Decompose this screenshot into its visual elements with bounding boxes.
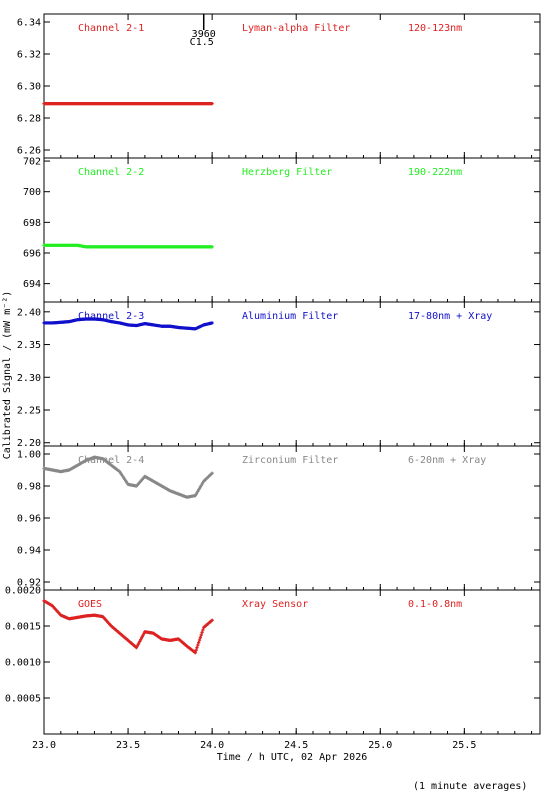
- flare-marker-number: 3960: [192, 29, 216, 40]
- panel-3: 2.20 2.25 2.30 2.35 2.40 Channel 2-3 Aluminium…: [17, 301, 541, 449]
- y-tick-label: 0.98: [17, 482, 41, 493]
- y-tick-label: 2.40: [17, 307, 41, 318]
- data-point: [196, 643, 200, 647]
- y-tick-label: 0.92: [17, 578, 41, 589]
- data-point: [210, 102, 214, 106]
- x-tick-label: 23.5: [116, 740, 140, 751]
- panel-label: Zirconium Filter: [242, 455, 338, 466]
- data-point: [199, 633, 203, 637]
- y-tick-label: 6.32: [17, 50, 41, 61]
- panel-1: 6.26 6.28 6.30 6.32 6.34 Channel 2-1 Lyman-alp…: [17, 13, 541, 159]
- data-point: [197, 638, 202, 642]
- y-tick-label: 6.26: [17, 146, 41, 157]
- panel-label: 6-20nm + Xray: [408, 455, 486, 466]
- y-tick-label: 2.30: [17, 373, 41, 384]
- data-point: [200, 630, 204, 635]
- x-tick-label: 25.5: [452, 740, 476, 751]
- y-tick-label: 696: [23, 248, 41, 259]
- x-tick-label: 25.0: [368, 740, 392, 751]
- y-tick-label: 6.28: [17, 114, 41, 125]
- panel-label: Lyman-alpha Filter: [242, 23, 350, 34]
- y-tick-label: 0.0005: [5, 694, 41, 705]
- plot-frame: [43, 157, 541, 303]
- x-tick-label: 23.0: [32, 740, 56, 751]
- y-tick-label: 2.35: [17, 340, 41, 351]
- y-tick-label: 0.96: [17, 514, 41, 525]
- data-point: [210, 471, 214, 475]
- y-tick-label: 2.25: [17, 406, 41, 417]
- panel-label: 0.1-0.8nm: [408, 599, 462, 610]
- data-point: [210, 618, 214, 622]
- data-point: [194, 648, 198, 652]
- y-tick-label: 698: [23, 218, 41, 229]
- y-tick-label: 6.30: [17, 82, 41, 93]
- panel-label: Channel 2-3: [78, 311, 144, 322]
- y-tick-label: 0.94: [17, 546, 41, 557]
- data-point: [210, 245, 214, 249]
- panel-label: Herzberg Filter: [242, 167, 332, 178]
- data-point: [193, 651, 197, 655]
- data-point: [195, 646, 199, 650]
- y-tick-label: 702: [23, 157, 41, 168]
- y-tick-label: 1.00: [17, 450, 41, 461]
- footnote: (1 minute averages): [413, 781, 528, 792]
- data-point: [197, 640, 201, 645]
- y-axis-label: Calibrated Signal / (mW m⁻²): [2, 291, 13, 460]
- data-point: [198, 635, 202, 640]
- panel-5: 0.0005 0.0010 0.0015 0.0020 GOES Xray Sensor 0…: [5, 586, 541, 735]
- panel-label: 17-80nm + Xray: [408, 311, 492, 322]
- y-tick-label: 2.20: [17, 438, 41, 449]
- panel-label: Xray Sensor: [242, 599, 308, 610]
- plot-frame: [43, 589, 541, 735]
- panel-label: GOES: [78, 599, 102, 610]
- y-tick-label: 700: [23, 187, 41, 198]
- flare-marker-class: C1.5: [190, 37, 214, 48]
- plot-frame: [43, 13, 541, 159]
- panel-label: Channel 2-1: [78, 23, 144, 34]
- panel-4: 0.92 0.94 0.96 0.98 1.00 Channel 2-4 Zirconium…: [17, 445, 541, 591]
- panel-label: Channel 2-2: [78, 167, 144, 178]
- y-tick-label: 0.0015: [5, 622, 41, 633]
- x-tick-label: 24.0: [200, 740, 224, 751]
- panel-label: Aluminium Filter: [242, 311, 338, 322]
- panel-label: 190-222nm: [408, 167, 462, 178]
- panel-label: Channel 2-4: [78, 455, 144, 466]
- x-tick-label: 24.5: [284, 740, 308, 751]
- y-tick-label: 694: [23, 279, 41, 290]
- y-tick-label: 0.0020: [5, 586, 41, 597]
- y-tick-label: 6.34: [17, 18, 41, 29]
- data-point: [210, 321, 214, 325]
- plot-frame: [43, 445, 541, 591]
- data-point: [201, 628, 205, 632]
- panel-label: 120-123nm: [408, 23, 462, 34]
- x-axis-label: Time / h UTC, 02 Apr 2026: [217, 752, 368, 763]
- panel-2: 694 696 698 700 702 Channel 2-2 Herzberg Filte…: [23, 157, 541, 303]
- y-tick-label: 0.0010: [5, 658, 41, 669]
